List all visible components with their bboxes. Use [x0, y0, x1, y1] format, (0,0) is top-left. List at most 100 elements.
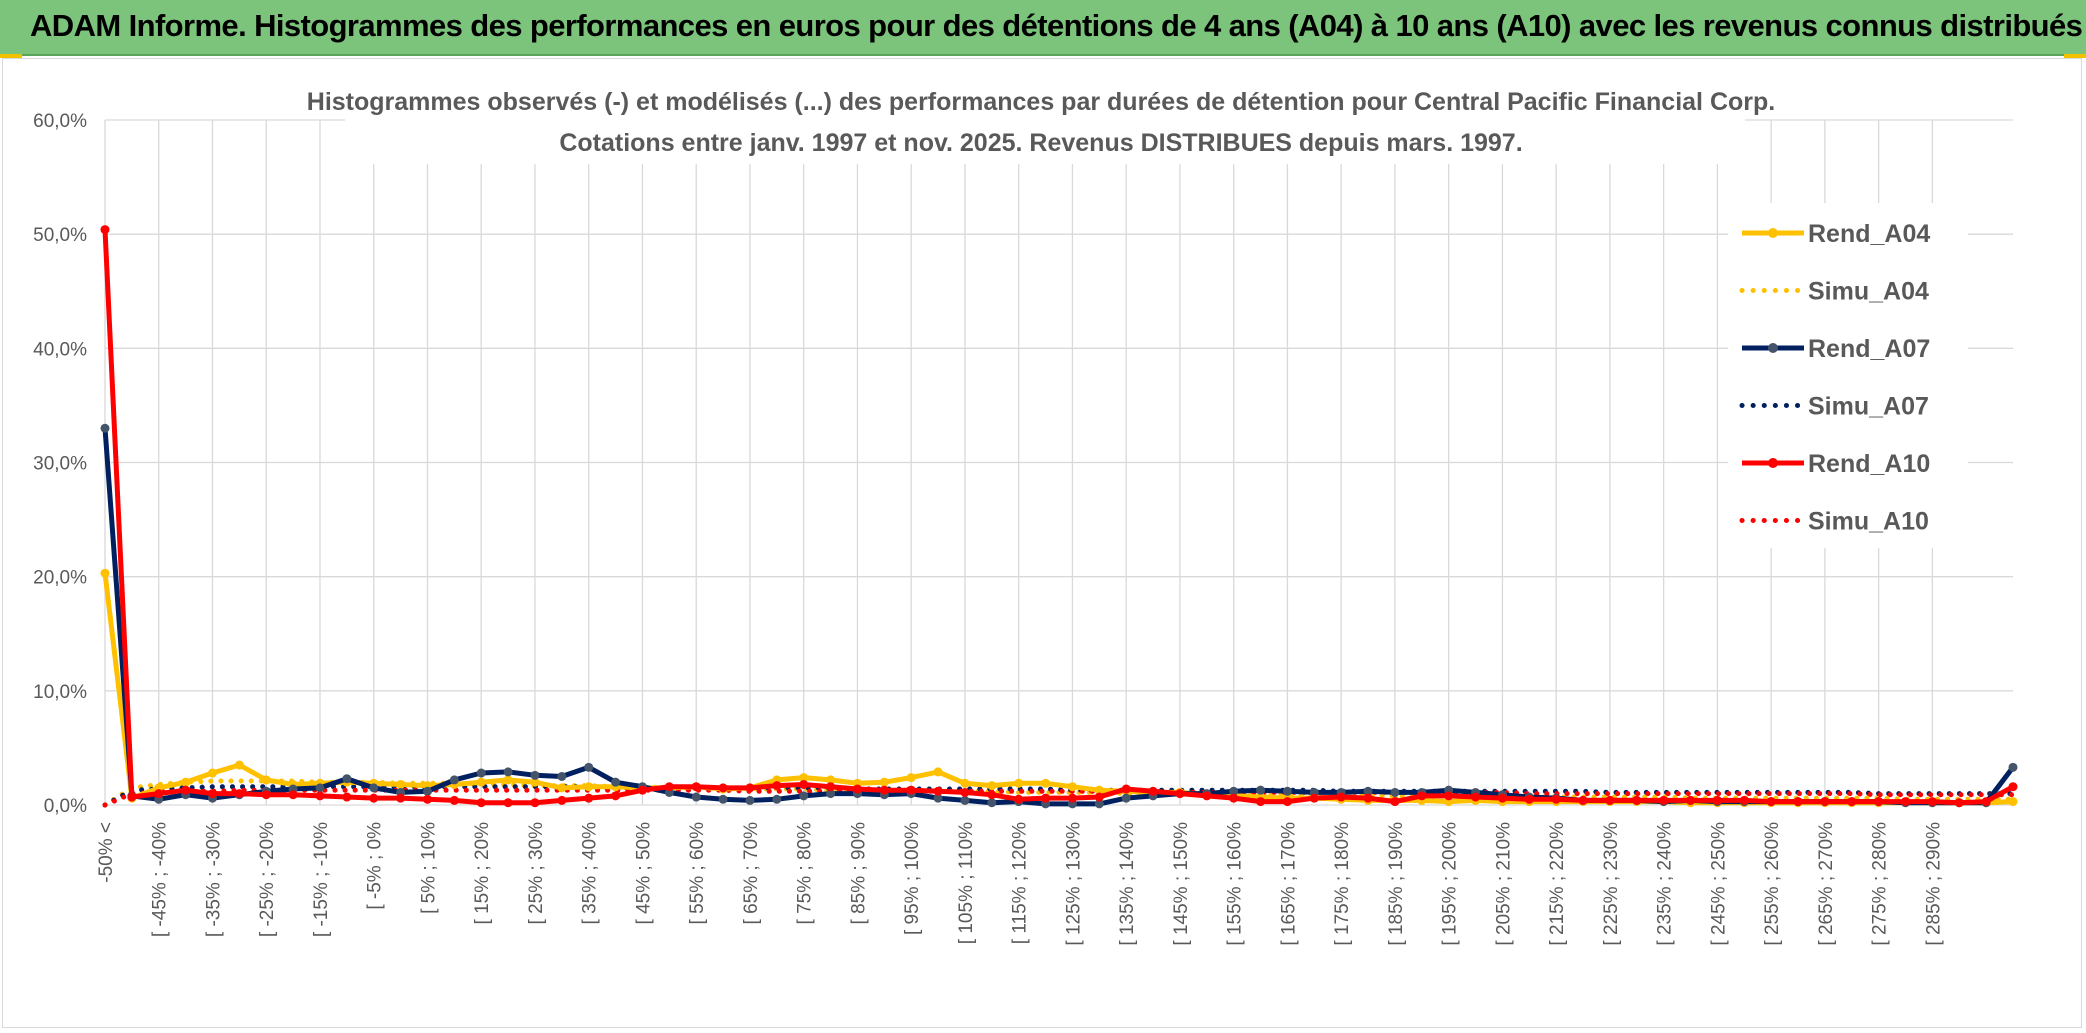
- data-point: [476, 798, 486, 808]
- data-point: [1444, 791, 1454, 801]
- data-point: [342, 792, 352, 802]
- data-point: [691, 782, 701, 792]
- data-point: [154, 789, 164, 799]
- data-point: [396, 793, 406, 803]
- x-tick-label: [ 85% ; 90%: [848, 822, 869, 925]
- y-tick-label: 40,0%: [33, 339, 87, 360]
- data-point: [1121, 784, 1131, 794]
- data-point: [1417, 791, 1427, 801]
- x-tick-label: [ 5% ; 10%: [418, 822, 439, 914]
- x-tick-label: [ 255% ; 260%: [1762, 822, 1783, 946]
- x-tick-label: [ -35% ; -30%: [203, 822, 224, 937]
- chart-frame: [2, 58, 2082, 1028]
- data-point: [584, 782, 594, 792]
- x-tick-label: [ 165% ; 170%: [1278, 822, 1299, 946]
- x-tick-label: [ 145% ; 150%: [1171, 822, 1192, 946]
- report-title: ADAM Informe. Histogrammes des performan…: [30, 8, 2083, 43]
- data-point: [1390, 797, 1400, 807]
- data-point: [772, 781, 782, 791]
- data-point: [611, 777, 621, 787]
- data-point: [315, 791, 325, 801]
- chart-title: Histogrammes observés (-) et modélisés (…: [307, 88, 1775, 116]
- data-point: [1497, 793, 1507, 803]
- x-tick-label: [ 225% ; 230%: [1601, 822, 1622, 946]
- data-point: [2008, 782, 2018, 792]
- data-point: [100, 568, 110, 578]
- x-tick-label: [ 15% ; 20%: [472, 822, 493, 925]
- data-point: [879, 777, 889, 787]
- legend-marker: [1768, 343, 1778, 353]
- data-point: [476, 768, 486, 778]
- x-tick-label: [ 155% ; 160%: [1225, 822, 1246, 946]
- data-point: [1014, 794, 1024, 804]
- data-point: [1793, 797, 1803, 807]
- legend-box: [1728, 203, 1968, 548]
- x-tick-label: [ 135% ; 140%: [1117, 822, 1138, 946]
- legend-marker: [1768, 228, 1778, 238]
- data-point: [960, 778, 970, 788]
- y-tick-label: 20,0%: [33, 568, 87, 589]
- series-line: [102, 572, 2014, 806]
- x-tick-label: [ -5% ; 0%: [365, 822, 386, 910]
- legend-label: Simu_A04: [1808, 278, 1929, 306]
- title-backdrop: [345, 82, 1745, 164]
- data-point: [611, 791, 621, 801]
- legend-item: Simu_A07: [1739, 393, 1929, 421]
- legend-label: Simu_A07: [1808, 393, 1929, 421]
- x-tick-label: [ 215% ; 220%: [1547, 822, 1568, 946]
- x-tick-label: [ 285% ; 290%: [1923, 822, 1944, 946]
- data-point: [1766, 797, 1776, 807]
- data-point: [1363, 793, 1373, 803]
- data-point: [1014, 778, 1024, 788]
- data-point: [2008, 797, 2018, 807]
- data-point: [557, 783, 567, 793]
- x-tick-label: [ 205% ; 210%: [1493, 822, 1514, 946]
- data-point: [1094, 799, 1104, 809]
- data-point: [1256, 797, 1266, 807]
- data-point: [1067, 782, 1077, 792]
- data-point: [127, 792, 137, 802]
- data-point: [369, 793, 379, 803]
- corner-mark-right: [2064, 54, 2086, 58]
- data-point: [1874, 797, 1884, 807]
- data-point: [664, 782, 674, 792]
- data-point: [261, 775, 271, 785]
- data-point: [1659, 795, 1669, 805]
- data-point: [933, 793, 943, 803]
- data-point: [181, 777, 191, 787]
- data-point: [799, 773, 809, 783]
- legend-item: Simu_A10: [1739, 508, 1929, 536]
- x-tick-label: [ 95% ; 100%: [902, 822, 923, 935]
- data-point: [1336, 792, 1346, 802]
- data-point: [503, 798, 513, 808]
- data-point: [530, 777, 540, 787]
- data-point: [503, 767, 513, 777]
- legend-item: Rend_A07: [1742, 335, 1930, 363]
- data-point: [1820, 797, 1830, 807]
- data-point: [1524, 794, 1534, 804]
- data-point: [1632, 795, 1642, 805]
- x-tick-label: [ 45% ; 50%: [633, 822, 654, 925]
- data-point: [207, 789, 217, 799]
- data-point: [852, 784, 862, 794]
- data-point: [826, 789, 836, 799]
- x-tick-label: [ 275% ; 280%: [1870, 822, 1891, 946]
- data-point: [637, 785, 647, 795]
- x-tick-label: [ 115% ; 120%: [1010, 822, 1031, 944]
- data-point: [181, 785, 191, 795]
- data-point: [1041, 778, 1051, 788]
- data-point: [718, 794, 728, 804]
- data-point: [987, 798, 997, 808]
- x-tick-label: [ 55% ; 60%: [687, 822, 708, 925]
- data-point: [584, 793, 594, 803]
- series-rend-a10: [100, 225, 2018, 808]
- legend-label: Rend_A07: [1808, 335, 1930, 363]
- data-point: [906, 773, 916, 783]
- x-tick-label: [ 105% ; 110%: [956, 822, 977, 944]
- data-point: [1282, 797, 1292, 807]
- data-point: [1605, 795, 1615, 805]
- report-banner: ADAM Informe. Histogrammes des performan…: [0, 0, 2086, 56]
- data-point: [100, 423, 110, 433]
- data-point: [261, 790, 271, 800]
- data-point: [557, 795, 567, 805]
